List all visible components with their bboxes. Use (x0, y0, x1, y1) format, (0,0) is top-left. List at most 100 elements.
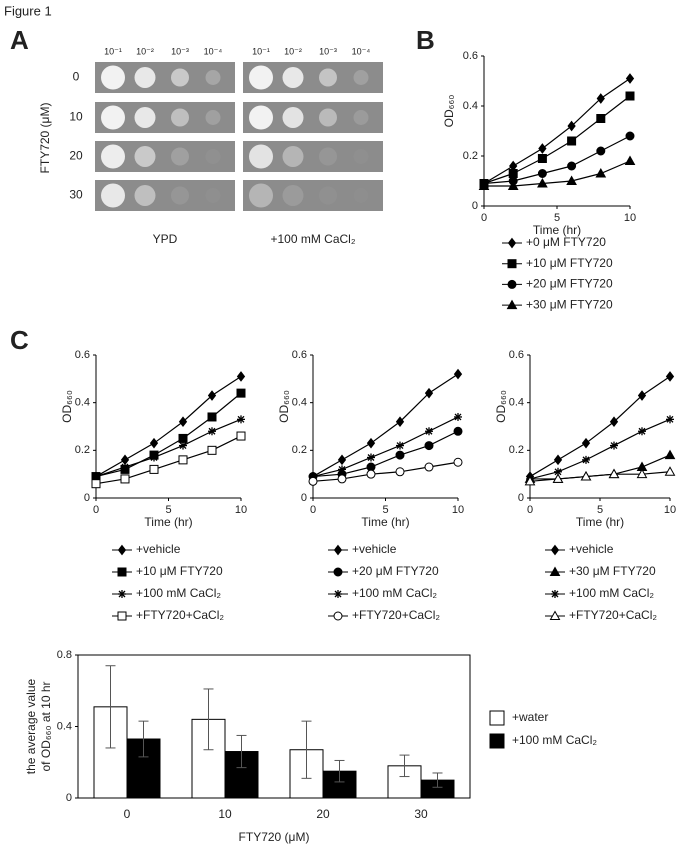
series-line (312, 461, 459, 482)
legend-label: +10 μM FTY720 (136, 564, 223, 578)
marker (581, 437, 591, 449)
marker (537, 177, 548, 188)
yeast-spot (205, 70, 221, 85)
yeast-spot (319, 108, 337, 127)
y-tick-label: 0.2 (463, 150, 478, 162)
series-line (95, 375, 242, 478)
marker (549, 566, 561, 576)
legend-label: +FTY720+CaCl₂ (136, 608, 224, 622)
marker (395, 450, 405, 460)
y-axis-label: OD₆₆₀ (277, 390, 291, 423)
row-label: 10 (69, 110, 83, 124)
x-tick-label: 10 (235, 504, 247, 516)
legend-label: +100 mM CaCl₂ (136, 586, 221, 600)
x-tick-label: 5 (554, 212, 560, 224)
y-tick-label: 0 (66, 792, 72, 804)
marker (337, 474, 347, 484)
marker (596, 114, 606, 123)
marker (337, 454, 347, 466)
error-bar (138, 720, 149, 758)
series-line (312, 416, 459, 478)
marker (552, 473, 564, 483)
x-axis-label: FTY720 (μM) (239, 830, 310, 844)
marker (338, 465, 346, 474)
legend-label: +FTY720+CaCl₂ (569, 608, 657, 622)
marker (178, 433, 188, 443)
marker (424, 441, 434, 451)
marker (507, 279, 517, 289)
marker (665, 371, 675, 382)
series-line (529, 418, 671, 480)
marker (624, 155, 636, 165)
y-tick-label: 0.6 (509, 349, 524, 361)
marker (366, 469, 376, 479)
marker (537, 169, 547, 178)
dilution-label: 10⁻³ (319, 46, 337, 56)
marker (424, 462, 434, 472)
y-tick-label: 0.6 (292, 349, 307, 361)
marker (538, 143, 547, 154)
row-label: 0 (73, 70, 80, 84)
marker (117, 611, 127, 621)
yeast-spot (249, 144, 273, 169)
marker (553, 454, 563, 466)
y-tick-label: 0.8 (57, 649, 72, 661)
x-tick-label: 5 (165, 504, 171, 516)
y-tick-label: 0.2 (292, 444, 307, 456)
legend-label: +vehicle (352, 542, 397, 556)
x-tick-label: 5 (382, 504, 388, 516)
marker (664, 466, 676, 476)
marker (567, 161, 577, 171)
row-label: 30 (69, 188, 83, 202)
x-axis-label: Time (hr) (361, 515, 409, 529)
yeast-spot (353, 110, 369, 125)
marker (207, 390, 217, 401)
error-bar (432, 772, 443, 788)
yeast-spot (319, 186, 337, 205)
dilution-label: 10⁻⁴ (204, 46, 223, 56)
marker (567, 120, 576, 132)
dilution-label: 10⁻³ (171, 46, 189, 56)
legend-label: +100 mM CaCl₂ (569, 586, 654, 600)
plate-label: YPD (153, 232, 178, 246)
x-tick-label: 20 (316, 807, 330, 821)
marker (625, 131, 635, 141)
x-tick-label: 10 (624, 212, 636, 224)
y-tick-label: 0.6 (75, 349, 90, 361)
marker (149, 464, 159, 474)
marker (453, 426, 463, 436)
yeast-spot (101, 183, 125, 208)
yeast-spot (134, 67, 156, 88)
marker (507, 180, 519, 190)
yeast-spot (319, 147, 337, 166)
marker (395, 467, 405, 477)
marker (554, 467, 562, 476)
dilution-label: 10⁻¹ (104, 46, 122, 56)
marker (425, 427, 433, 436)
marker (366, 437, 376, 449)
marker (150, 453, 158, 462)
marker (333, 544, 343, 556)
marker (524, 475, 536, 486)
marker (149, 437, 159, 449)
marker (454, 412, 462, 421)
y-tick-label: 0.2 (75, 444, 90, 456)
y-tick-label: 0 (472, 200, 478, 212)
y-axis-label: OD₆₆₀ (442, 95, 456, 128)
marker (178, 416, 188, 428)
x-tick-label: 5 (597, 504, 603, 516)
series-line (483, 95, 631, 185)
panel-label: C (10, 325, 29, 355)
y-axis-label: of OD₆₆₀ at 10 hr (39, 681, 53, 771)
yeast-spot (171, 147, 189, 166)
legend-swatch (489, 710, 505, 726)
marker (610, 441, 618, 450)
marker (550, 544, 560, 556)
x-tick-label: 10 (218, 807, 232, 821)
y-axis-label: OD₆₆₀ (494, 390, 508, 423)
plate-label: +100 mM CaCl₂ (270, 232, 355, 246)
marker (121, 463, 129, 472)
marker (367, 453, 375, 462)
yeast-spot (249, 105, 273, 130)
yeast-spot (171, 108, 189, 127)
